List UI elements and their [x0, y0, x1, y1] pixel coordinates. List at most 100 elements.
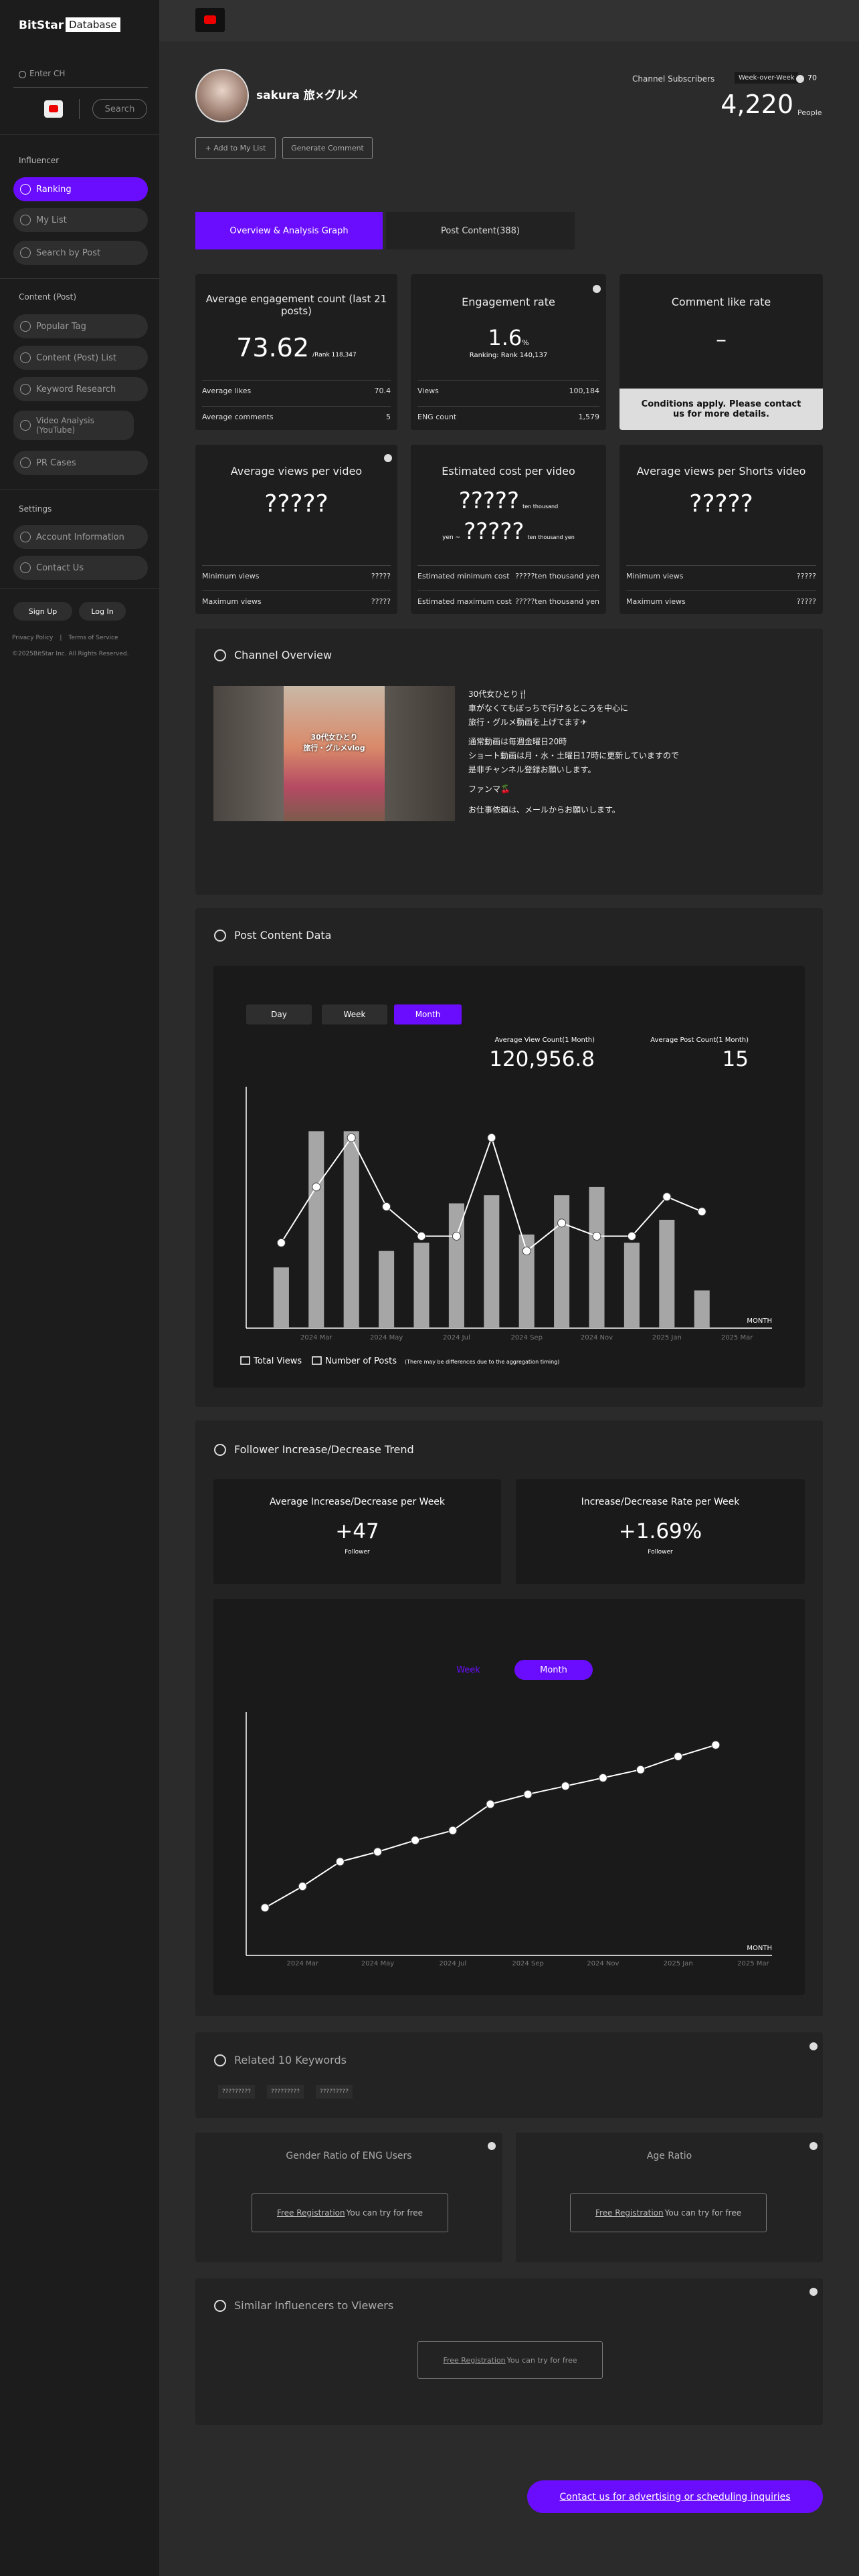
cost-line-2: yen ~ ????? ten thousand yen — [411, 518, 606, 545]
search-icon — [19, 71, 26, 78]
bar — [413, 1243, 430, 1328]
period-button[interactable]: Month — [514, 1660, 593, 1680]
x-tick-label: 2024 Sep — [512, 1960, 543, 1967]
registration-box: Free Registration You can try for free — [252, 2193, 448, 2232]
nav-item[interactable]: Keyword Research — [13, 377, 148, 401]
contact-button[interactable]: Contact us for advertising or scheduling… — [527, 2480, 823, 2513]
x-axis-label: MONTH — [747, 1317, 772, 1325]
help-icon[interactable] — [384, 454, 392, 462]
channel-search-input[interactable]: Enter CH — [29, 69, 66, 78]
search-button[interactable]: Search — [92, 99, 147, 119]
nav-label: Keyword Research — [36, 384, 116, 395]
subscriber-unit: People — [797, 108, 822, 117]
metric-unit: ten thousand — [522, 504, 559, 510]
post-content-tab[interactable]: Post Content(388) — [386, 212, 575, 249]
x-tick-label: 2025 Mar — [721, 1334, 753, 1341]
period-button[interactable]: Day — [246, 1004, 312, 1025]
sign-up-button[interactable]: Sign Up — [13, 602, 72, 621]
metric-card: Estimated cost per video ????? ten thous… — [411, 445, 606, 614]
nav-label: Account Information — [36, 532, 124, 542]
section-title: Related 10 Keywords — [214, 2054, 347, 2066]
nav-icon — [20, 321, 31, 332]
thumbnail-photo — [284, 686, 385, 821]
panel-title: Gender Ratio of ENG Users — [286, 2151, 412, 2161]
generate-comment-button[interactable]: Generate Comment — [282, 137, 373, 159]
metric-unit: % — [522, 338, 529, 347]
nav-item[interactable]: Ranking — [13, 177, 148, 201]
nav-item[interactable]: Contact Us — [13, 556, 148, 580]
log-in-button[interactable]: Log In — [79, 602, 126, 621]
help-icon[interactable] — [488, 2142, 496, 2150]
stat-value: 120,956.8 — [489, 1047, 595, 1071]
point — [347, 1133, 356, 1142]
point — [276, 1238, 286, 1247]
metric-row: Average likes 70.4 — [202, 380, 391, 401]
row-value: 1,579 — [578, 412, 600, 421]
platform-select[interactable] — [44, 100, 63, 118]
period-button[interactable]: Month — [394, 1004, 462, 1025]
help-icon[interactable] — [809, 2142, 818, 2150]
metric-value: 73.62 — [236, 333, 310, 362]
keyword-pill[interactable]: ????????? — [316, 2085, 353, 2099]
overview-tab[interactable]: Overview & Analysis Graph — [195, 212, 383, 249]
registration-link[interactable]: Free Registration — [443, 2355, 506, 2365]
nav-icon — [20, 457, 31, 468]
metric-title: Comment like rate — [671, 296, 771, 308]
row-label: Average comments — [202, 412, 274, 421]
nav-item[interactable]: Popular Tag — [13, 314, 148, 338]
stat-label: Average View Count(1 Month) — [494, 1037, 595, 1044]
nav-item[interactable]: Account Information — [13, 525, 148, 549]
point — [592, 1232, 601, 1241]
help-icon[interactable] — [593, 285, 601, 293]
thumbnail-text: 30代女ひとり 旅行・グルメvlog — [284, 732, 385, 753]
follower-unit: Follower — [648, 1549, 673, 1555]
period-button[interactable]: Week — [322, 1004, 387, 1025]
row-label: Maximum views — [626, 597, 686, 606]
terms-link[interactable]: Terms of Service — [68, 635, 118, 641]
metric-card: Comment like rate – Conditions apply. Pl… — [619, 274, 823, 430]
help-icon[interactable] — [796, 75, 804, 83]
post-chart: MONTH 2024 Mar 2024 May 2024 Jul 2024 Sep 202… — [240, 1087, 772, 1366]
nav-label: My List — [36, 215, 67, 225]
nav-item[interactable]: Video Analysis (YouTube) — [13, 411, 134, 440]
bar — [308, 1131, 324, 1328]
x-tick-label: 2024 May — [361, 1960, 394, 1967]
follower-value: +47 — [335, 1519, 379, 1543]
notice: Conditions apply. Please contact us for … — [619, 389, 823, 430]
x-tick-label: 2025 Mar — [737, 1960, 769, 1967]
privacy-link[interactable]: Privacy Policy — [12, 635, 54, 641]
description-line: 通常動画は毎週金曜日20時 — [468, 737, 567, 746]
bar — [554, 1195, 570, 1328]
point — [598, 1774, 607, 1782]
nav-label: PR Cases — [36, 457, 76, 468]
keyword-pill[interactable]: ????????? — [267, 2085, 304, 2099]
nav-heading: Settings — [19, 504, 52, 514]
nav-heading: Content (Post) — [19, 292, 77, 302]
help-icon[interactable] — [809, 2288, 818, 2296]
nav-item[interactable]: Content (Post) List — [13, 346, 148, 370]
x-tick-label: 2025 Jan — [664, 1960, 693, 1967]
point — [312, 1182, 321, 1192]
registration-link[interactable]: Free Registration — [276, 2208, 345, 2218]
metric-value: – — [716, 326, 727, 352]
registration-link[interactable]: Free Registration — [595, 2208, 664, 2218]
nav-icon — [20, 420, 31, 431]
point — [452, 1232, 461, 1241]
x-tick-label: 2025 Jan — [652, 1334, 682, 1341]
point — [417, 1232, 426, 1241]
help-icon[interactable] — [809, 2042, 818, 2050]
legend-swatch — [240, 1356, 250, 1365]
metric-title: Average views per video — [230, 465, 363, 477]
metric-card: Engagement rate 1.6% Ranking: Rank 140,1… — [411, 274, 606, 430]
bar — [624, 1243, 640, 1328]
add-to-list-button[interactable]: + Add to My List — [195, 137, 276, 159]
row-value: ????? — [371, 597, 391, 606]
nav-item[interactable]: Search by Post — [13, 241, 148, 265]
period-button[interactable]: Week — [456, 1665, 480, 1675]
nav-item[interactable]: My List — [13, 208, 148, 232]
metric-prefix: yen ~ — [442, 534, 461, 541]
keyword-pill[interactable]: ????????? — [218, 2085, 255, 2099]
x-tick-label: 2024 Jul — [439, 1960, 466, 1967]
nav-item[interactable]: PR Cases — [13, 451, 148, 475]
